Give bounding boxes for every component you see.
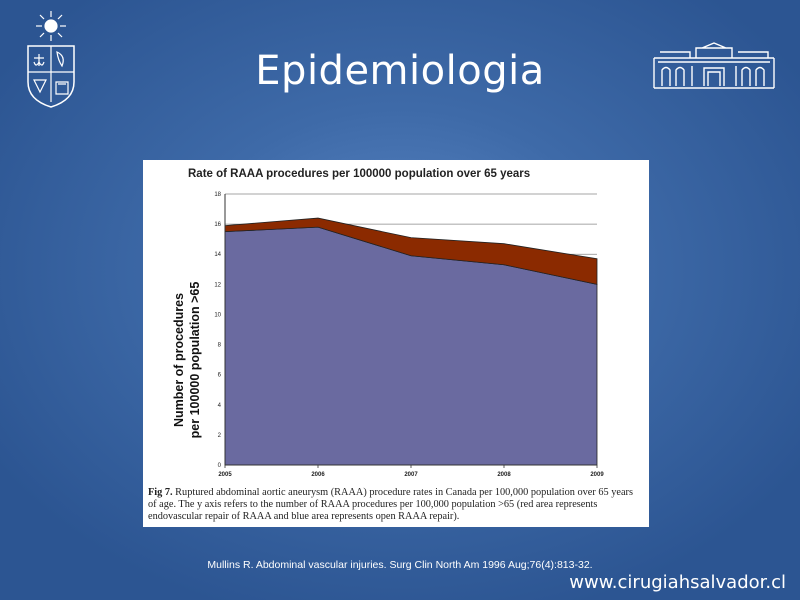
caption-label: Fig 7. <box>148 487 173 498</box>
area-endovascular <box>224 217 598 285</box>
area-chart: Rate of RAAA procedures per 100000 popul… <box>172 168 604 478</box>
y-axis-label-line-1: Number of procedures <box>172 293 186 427</box>
caption-text: Ruptured abdominal aortic aneurysm (RAAA… <box>148 487 633 522</box>
y-tick-label-16: 16 <box>214 222 221 228</box>
y-tick-label-2: 2 <box>218 433 222 439</box>
chart-title: Rate of RAAA procedures per 100000 popul… <box>188 168 530 180</box>
citation-reference: Mullins R. Abdominal vascular injuries. … <box>207 559 593 571</box>
y-tick-label-8: 8 <box>218 343 222 349</box>
x-tick-label-2006: 2006 <box>311 472 325 478</box>
x-tick-label-2007: 2007 <box>404 472 418 478</box>
y-tick-label-10: 10 <box>214 312 221 318</box>
x-tick-label-2009: 2009 <box>590 472 604 478</box>
y-axis-label-line-2: per 100000 population >65 <box>188 282 202 439</box>
figure-panel: Rate of RAAA procedures per 100000 popul… <box>143 160 649 527</box>
x-tick-label-2005: 2005 <box>218 472 232 478</box>
slide-title: Epidemiologia <box>255 48 545 94</box>
y-tick-label-6: 6 <box>218 373 222 379</box>
axes: 0 2 4 6 8 10 12 14 16 18 2005 2006 2007 2008 2009 <box>214 192 604 478</box>
x-tick-label-2008: 2008 <box>497 472 511 478</box>
areas <box>224 217 598 466</box>
hospital-building-logo <box>653 42 775 89</box>
y-tick-label-14: 14 <box>214 252 221 258</box>
y-tick-label-0: 0 <box>218 463 222 469</box>
website-url: www.cirugiahsalvador.cl <box>569 572 786 593</box>
figure-caption: Fig 7. Ruptured abdominal aortic aneurys… <box>148 487 644 523</box>
y-tick-label-4: 4 <box>218 403 222 409</box>
university-crest-logo <box>27 11 75 108</box>
y-tick-label-12: 12 <box>214 282 221 288</box>
y-tick-label-18: 18 <box>214 192 221 198</box>
